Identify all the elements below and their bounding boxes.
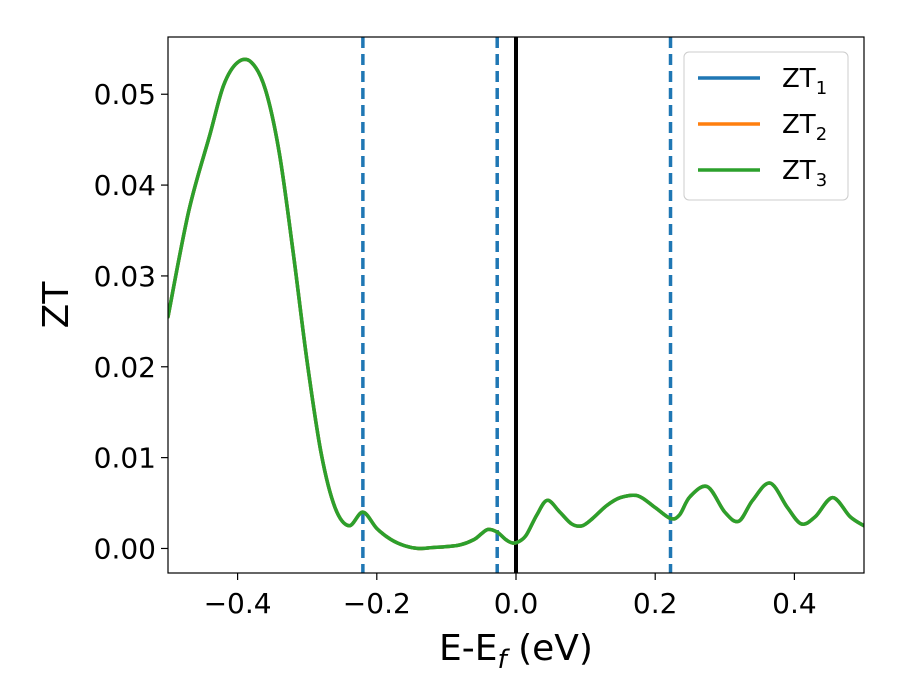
x-tick-label: 0.2 [633, 587, 678, 620]
x-tick-label: −0.4 [204, 587, 272, 620]
legend-box [683, 51, 849, 201]
x-tick-label: 0.4 [772, 587, 817, 620]
x-tick-label: −0.2 [343, 587, 411, 620]
y-tick-label: 0.03 [94, 260, 156, 293]
legend-label-2: ZT2 [782, 110, 827, 145]
y-tick-label: 0.00 [94, 532, 156, 565]
series-line-3 [168, 57, 864, 551]
x-tick-label: 0.0 [494, 587, 539, 620]
y-tick-label: 0.05 [94, 78, 156, 111]
y-tick-label: 0.02 [94, 351, 156, 384]
series-lines [168, 57, 864, 551]
y-tick-label: 0.04 [94, 169, 156, 202]
legend-label-3: ZT3 [782, 156, 827, 191]
x-axis-ticks: −0.4 −0.2 0.0 0.2 0.4 [204, 573, 817, 620]
y-axis-title: ZT [36, 281, 77, 329]
y-axis-ticks: 0.00 0.01 0.02 0.03 0.04 0.05 [94, 78, 168, 565]
legend-label-1: ZT1 [782, 64, 827, 99]
reference-lines [361, 37, 673, 573]
y-tick-label: 0.01 [94, 442, 156, 475]
legend: ZT1 ZT2 ZT3 [683, 51, 849, 201]
x-axis-title: E-Ef (eV) [439, 628, 593, 675]
